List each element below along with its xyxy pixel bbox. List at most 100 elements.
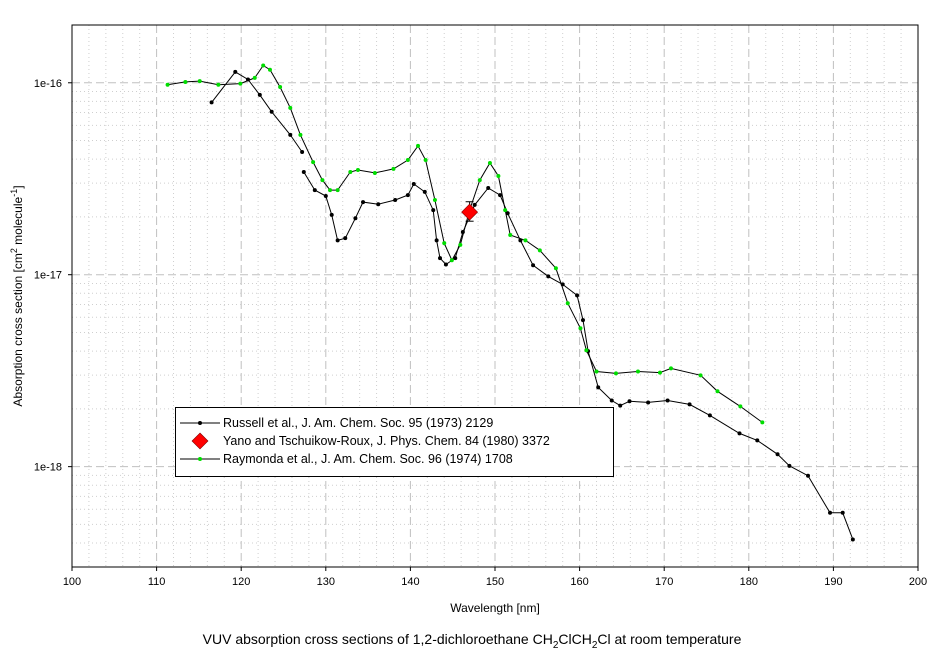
y-tick-label: 1e-16 [34,78,62,90]
data-point [329,212,334,217]
data-point [584,348,589,353]
data-point [668,366,673,371]
axis-ticks: 100 110 120 130 140 150 160 170 180 190 200 1e-16 1e… [34,78,927,588]
data-point [477,178,482,183]
data-point [537,248,542,253]
legend-symbol-russell [180,421,220,425]
y-tick-label: 1e-18 [34,462,62,474]
data-point [565,301,570,306]
data-point [575,293,580,298]
data-point [238,81,243,86]
data-point [707,413,712,418]
data-point [411,181,416,186]
data-point [487,160,492,165]
data-point [432,198,437,203]
x-tick-label: 180 [740,576,758,588]
data-point [472,202,477,207]
x-tick-label: 140 [401,576,419,588]
data-point [596,385,601,390]
data-point [197,79,202,84]
data-point [806,473,811,478]
data-point [348,169,353,174]
data-point [361,200,366,205]
data-point [546,274,551,279]
data-point [738,404,743,409]
data-point [580,318,585,323]
data-point [755,438,760,443]
series-2 [165,63,765,425]
data-point [613,371,618,376]
data-point [323,194,328,199]
data-point [434,238,439,243]
legend: Russell et al., J. Am. Chem. Soc. 95 (19… [175,407,614,477]
data-point [787,463,792,468]
data-point [183,79,188,84]
data-point [300,149,305,154]
data-point [353,216,358,221]
data-point [449,258,454,263]
data-point [505,211,510,216]
data-point [416,143,421,148]
data-point [335,238,340,243]
data-point [372,170,377,175]
x-axis-label: Wavelength [nm] [450,601,540,615]
legend-label: Yano and Tschuikow-Roux, J. Phys. Chem. … [223,434,550,448]
data-point [737,431,742,436]
legend-item-raymonda: Raymonda et al., J. Am. Chem. Soc. 96 (1… [176,450,613,468]
x-tick-label: 130 [317,576,335,588]
data-point [261,63,266,68]
data-point [840,510,845,515]
data-point [393,198,398,203]
data-point [486,185,491,190]
data-point [343,236,348,241]
series-1 [461,201,479,222]
data-point [665,398,670,403]
data-point [405,193,410,198]
data-point [618,403,623,408]
data-point-diamond [461,203,479,221]
data-point [269,109,274,114]
data-point [233,69,238,74]
data-point [320,178,325,183]
data-point [422,189,427,194]
data-point [328,188,333,193]
data-point [311,160,316,165]
data-point [553,266,558,271]
data-point [298,132,303,137]
data-point [376,202,381,207]
data-point [391,166,396,171]
data-point [267,67,272,72]
data-point [627,399,632,404]
x-tick-label: 160 [570,576,588,588]
data-point [531,263,536,268]
data-point [335,188,340,193]
data-point [288,132,293,137]
series-line [303,171,854,540]
x-tick-label: 190 [824,576,842,588]
data-point [252,75,257,80]
data-point [609,398,614,403]
legend-item-russell: Russell et al., J. Am. Chem. Soc. 95 (19… [176,414,613,432]
data-point [278,85,283,90]
data-point [508,233,513,238]
x-tick-label: 200 [909,576,927,588]
data-point [594,369,599,374]
data-point [850,537,855,542]
data-point [423,157,428,162]
legend-item-yano: Yano and Tschuikow-Roux, J. Phys. Chem. … [176,432,613,450]
data-point [498,193,503,198]
data-point [443,262,448,267]
data-point [216,82,221,87]
series-0 [209,69,855,542]
data-point [687,402,692,407]
data-point [165,82,170,87]
legend-label: Raymonda et al., J. Am. Chem. Soc. 96 (1… [223,452,513,466]
legend-label: Russell et al., J. Am. Chem. Soc. 95 (19… [223,416,494,430]
x-tick-label: 120 [232,576,250,588]
data-point [431,208,436,213]
data-point [635,369,640,374]
data-point [405,157,410,162]
x-tick-label: 100 [63,576,81,588]
x-tick-label: 110 [148,576,166,588]
